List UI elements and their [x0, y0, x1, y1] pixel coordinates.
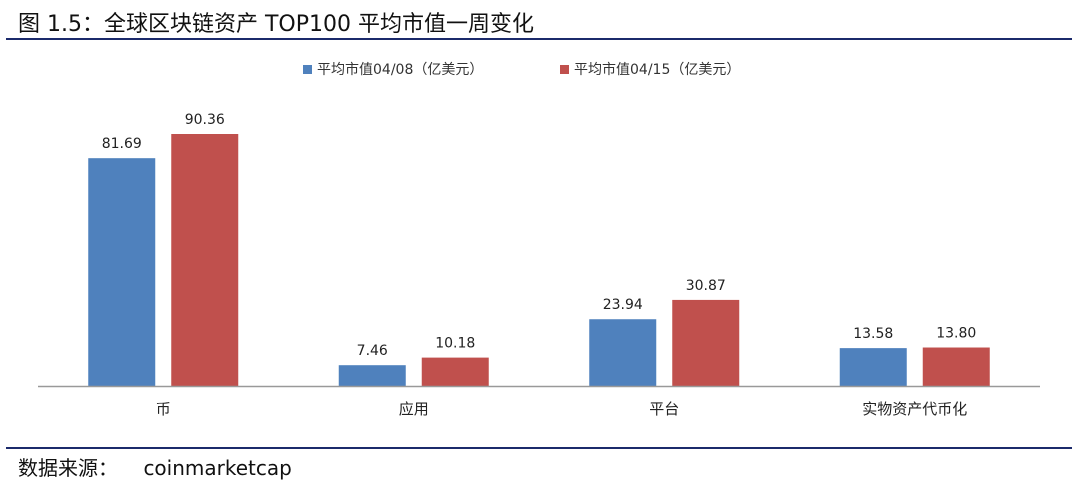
value-label-1-3: 23.94 [603, 297, 643, 313]
value-label-2-2: 10.18 [435, 336, 475, 352]
chart-labels: 81.69 90.36 币 7.46 10.18 应用 23.94 30.87 平台 13.58 1… [102, 112, 977, 418]
legend-swatch-1 [303, 65, 312, 74]
footer-divider [6, 447, 1072, 449]
chart-title: 图 1.5：全球区块链资产 TOP100 平均市值一周变化 [18, 12, 534, 37]
bar-1-2 [338, 365, 406, 386]
value-label-2-3: 30.87 [686, 278, 726, 294]
x-tick-label-1: 币 [156, 400, 171, 418]
value-label-1-2: 7.46 [357, 343, 388, 359]
bar-2-3 [672, 299, 740, 386]
chart-legend: 平均市值04/08（亿美元） 平均市值04/15（亿美元） [303, 61, 740, 78]
source-note: 数据来源： coinmarketcap [18, 452, 292, 481]
bar-1-4 [839, 348, 907, 386]
title-divider [6, 38, 1072, 40]
legend-swatch-2 [560, 65, 569, 74]
bar-1-3 [589, 319, 657, 386]
x-tick-label-3: 平台 [649, 400, 679, 418]
bar-chart: 平均市值04/08（亿美元） 平均市值04/15（亿美元） 81.69 90.36 币… [38, 61, 1040, 418]
bar-1-1 [88, 158, 156, 386]
bar-2-2 [421, 357, 489, 386]
source-value: coinmarketcap [143, 456, 292, 480]
legend-label-2: 平均市值04/15（亿美元） [574, 61, 740, 78]
bar-2-4 [922, 347, 990, 386]
value-label-1-1: 81.69 [102, 136, 142, 152]
value-label-1-4: 13.58 [853, 326, 893, 342]
bar-2-1 [171, 134, 239, 386]
legend-label-1: 平均市值04/08（亿美元） [317, 61, 483, 78]
chart-bars [88, 134, 990, 386]
source-label: 数据来源： [18, 456, 118, 480]
x-tick-label-4: 实物资产代币化 [862, 400, 967, 418]
x-tick-label-2: 应用 [399, 400, 429, 418]
value-label-2-4: 13.80 [936, 326, 976, 342]
value-label-2-1: 90.36 [185, 112, 225, 128]
